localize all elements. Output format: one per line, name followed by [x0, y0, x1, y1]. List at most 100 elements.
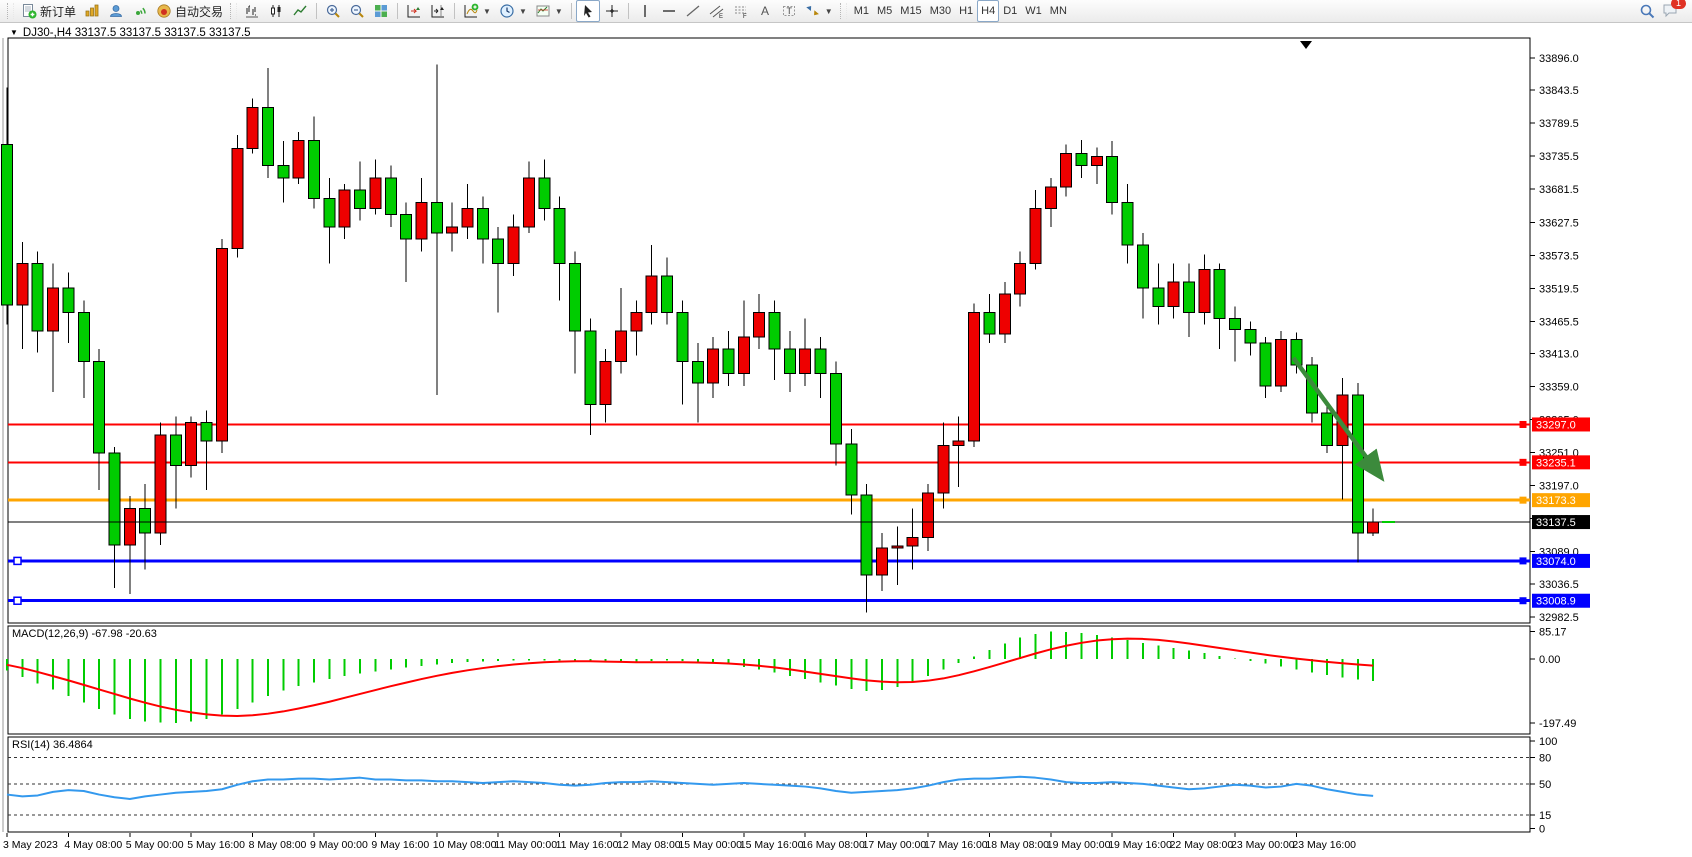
svg-text:33359.0: 33359.0 [1539, 382, 1579, 394]
new-order-icon [23, 4, 37, 19]
arrows-menu-button[interactable]: ▼ [801, 0, 837, 22]
svg-text:5 May 16:00: 5 May 16:00 [187, 839, 245, 851]
timeframe-button-M1[interactable]: M1 [853, 5, 869, 17]
svg-text:11 May 00:00: 11 May 00:00 [494, 839, 557, 851]
svg-text:33465.5: 33465.5 [1539, 316, 1579, 328]
periods-menu-button[interactable]: ▼ [495, 0, 531, 22]
svg-text:80: 80 [1539, 752, 1551, 764]
new-order-label: 新订单 [40, 4, 77, 19]
timeframe-button-M5[interactable]: M5 [877, 5, 893, 17]
chart-shift-marker[interactable] [1300, 41, 1312, 49]
vertical-line-tool-button[interactable] [633, 0, 657, 22]
horizontal-line-icon [662, 10, 675, 12]
svg-text:33896.0: 33896.0 [1539, 53, 1579, 65]
svg-text:23 May 16:00: 23 May 16:00 [1292, 839, 1356, 851]
line-chart-mode-button[interactable] [288, 0, 312, 22]
macd-series [6, 631, 1375, 723]
timeframe-button-MN[interactable]: MN [1049, 5, 1067, 17]
svg-text:10 May 08:00: 10 May 08:00 [433, 839, 497, 851]
chart-menu-icon[interactable]: ▼ [10, 28, 18, 37]
template-icon [536, 5, 550, 17]
candlestick-mode-button[interactable] [264, 0, 288, 22]
market-watch-button[interactable] [80, 0, 104, 22]
autotrading-icon [157, 4, 171, 18]
svg-text:22 May 08:00: 22 May 08:00 [1170, 839, 1234, 851]
candlestick-icon [271, 5, 281, 17]
autotrading-button[interactable]: 自动交易 [152, 0, 227, 22]
auto-scroll-button[interactable] [402, 0, 426, 22]
indicators-icon [464, 3, 479, 18]
zoom-out-icon [350, 4, 364, 18]
crosshair-tool-button[interactable] [600, 0, 624, 22]
timeframe-button-H1[interactable]: H1 [959, 5, 974, 17]
svg-text:15: 15 [1539, 810, 1551, 822]
rsi-line [6, 775, 1374, 800]
svg-text:A: A [761, 4, 769, 18]
timeframe-button-W1[interactable]: W1 [1025, 5, 1042, 17]
svg-text:17 May 00:00: 17 May 00:00 [863, 839, 927, 851]
cursor-icon [583, 5, 592, 18]
svg-text:9 May 00:00: 9 May 00:00 [310, 839, 368, 851]
channel-icon: E [709, 5, 724, 19]
timeframe-button-M15[interactable]: M15 [900, 5, 922, 17]
svg-text:100: 100 [1539, 736, 1557, 748]
community-button[interactable] [104, 0, 128, 22]
svg-text:15 May 16:00: 15 May 16:00 [740, 839, 804, 851]
svg-text:8 May 08:00: 8 May 08:00 [249, 839, 307, 851]
cursor-tool-button[interactable] [575, 0, 600, 22]
rsi-indicator-label: RSI(14) 36.4864 [12, 739, 93, 751]
svg-text:32982.5: 32982.5 [1539, 612, 1579, 624]
svg-text:33036.5: 33036.5 [1539, 579, 1579, 591]
zoom-in-button[interactable] [321, 0, 345, 22]
zoom-out-button[interactable] [345, 0, 369, 22]
price-axis[interactable]: 33896.0 33843.5 33789.5 33735.5 33681.5 33627… [1530, 53, 1590, 624]
svg-text:33297.0: 33297.0 [1536, 419, 1576, 431]
svg-text:33735.5: 33735.5 [1539, 151, 1579, 163]
text-icon: A [761, 4, 769, 18]
text-label-icon: T [782, 6, 795, 16]
svg-text:33627.5: 33627.5 [1539, 217, 1579, 229]
text-label-tool-button[interactable]: T [777, 0, 801, 22]
indicators-menu-button[interactable]: ▼ [459, 0, 495, 22]
crosshair-icon [605, 5, 618, 17]
equidistant-channel-tool-button[interactable]: E [705, 0, 729, 22]
time-axis[interactable]: 3 May 2023 4 May 08:00 5 May 00:00 5 May 16… [3, 833, 1356, 851]
svg-text:33137.5: 33137.5 [1536, 517, 1576, 529]
svg-text:33074.0: 33074.0 [1536, 556, 1576, 568]
svg-text:5 May 00:00: 5 May 00:00 [126, 839, 184, 851]
chart-title: ▼ DJ30-,H4 33137.5 33137.5 33137.5 33137.… [10, 27, 251, 39]
toolbar-grip[interactable] [7, 3, 14, 19]
trend-arrow-annotation[interactable] [1291, 356, 1385, 482]
fibonacci-tool-button[interactable]: F [729, 0, 753, 22]
rsi-level-lines [8, 756, 1530, 816]
zoom-in-icon [326, 4, 340, 18]
horizontal-level-lines[interactable] [8, 420, 1530, 605]
tile-windows-button[interactable] [369, 0, 393, 22]
templates-menu-button[interactable]: ▼ [531, 0, 567, 22]
svg-text:12 May 08:00: 12 May 08:00 [617, 839, 681, 851]
timeframe-button-M30[interactable]: M30 [929, 5, 952, 17]
trendline-tool-button[interactable] [681, 0, 705, 22]
bar-chart-mode-button[interactable] [240, 0, 264, 22]
toolbar-grip[interactable] [230, 3, 238, 19]
timeframe-button-H4[interactable]: H4 [977, 0, 1000, 22]
chart-shift-button[interactable] [426, 0, 450, 22]
toolbar-grip[interactable] [839, 3, 847, 19]
autotrading-label: 自动交易 [175, 4, 224, 19]
notifications-button[interactable]: 1 [1662, 0, 1686, 21]
candlestick-series [1, 64, 1380, 613]
signals-button[interactable] [128, 0, 152, 22]
new-order-button[interactable]: 新订单 [17, 0, 80, 22]
text-tool-button[interactable]: A [753, 0, 777, 22]
search-icon[interactable] [1639, 3, 1656, 20]
chart-plot[interactable]: 33896.0 33843.5 33789.5 33735.5 33681.5 33627… [0, 23, 1692, 857]
timeframe-toolbar: M1 M5 M15 M30 H1 H4 D1 W1 MN [850, 0, 1071, 22]
svg-text:33173.3: 33173.3 [1536, 495, 1576, 507]
timeframe-button-D1[interactable]: D1 [1003, 5, 1018, 17]
chart-title-text: DJ30-,H4 33137.5 33137.5 33137.5 33137.5 [22, 27, 251, 39]
indicator-axes[interactable]: 85.17 0.00 -197.49 100 80 50 150 [1530, 626, 1576, 835]
notification-count-badge: 1 [1671, 0, 1686, 9]
gold-bars-icon [85, 4, 99, 17]
horizontal-line-tool-button[interactable] [657, 0, 681, 22]
svg-text:15 May 00:00: 15 May 00:00 [678, 839, 742, 851]
